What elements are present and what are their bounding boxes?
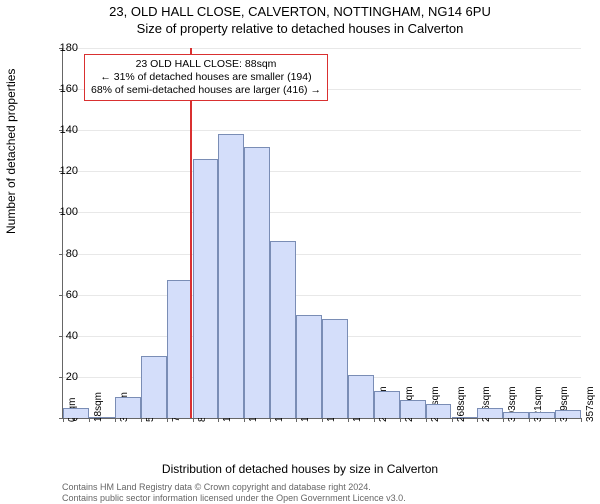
histogram-bar [244, 147, 270, 418]
xtick-mark [452, 418, 453, 422]
footer-attribution: Contains HM Land Registry data © Crown c… [62, 482, 406, 504]
xtick-mark [374, 418, 375, 422]
annot-line: 68% of semi-detached houses are larger (… [91, 84, 321, 97]
ytick-label: 80 [48, 248, 78, 260]
histogram-bar [400, 400, 426, 419]
xtick-mark [322, 418, 323, 422]
xtick-mark [89, 418, 90, 422]
histogram-bar [218, 134, 244, 418]
xtick-mark [218, 418, 219, 422]
xtick-mark [296, 418, 297, 422]
xtick-mark [167, 418, 168, 422]
histogram-bar [63, 408, 89, 418]
histogram-bar [167, 280, 193, 418]
histogram-bar [115, 397, 141, 418]
xtick-mark [555, 418, 556, 422]
annotation-box: 23 OLD HALL CLOSE: 88sqm← 31% of detache… [84, 54, 328, 101]
ytick-label: 20 [48, 371, 78, 383]
reference-line [190, 48, 192, 418]
histogram-bar [322, 319, 348, 418]
annot-line: ← 31% of detached houses are smaller (19… [91, 71, 321, 84]
histogram-bar [529, 412, 555, 418]
footer-line-2: Contains public sector information licen… [62, 493, 406, 504]
gridline [63, 130, 581, 131]
ytick-label: 160 [48, 83, 78, 95]
ytick-label: 100 [48, 206, 78, 218]
gridline [63, 212, 581, 213]
ytick-label: 140 [48, 124, 78, 136]
x-axis-label: Distribution of detached houses by size … [0, 462, 600, 476]
histogram-bar [477, 408, 503, 418]
title-main: 23, OLD HALL CLOSE, CALVERTON, NOTTINGHA… [0, 4, 600, 19]
ytick-label: 60 [48, 289, 78, 301]
histogram-bar [348, 375, 374, 418]
xtick-mark [115, 418, 116, 422]
gridline [63, 254, 581, 255]
ytick-label: 120 [48, 165, 78, 177]
histogram-bar [503, 412, 529, 418]
gridline [63, 295, 581, 296]
xtick-mark [244, 418, 245, 422]
histogram-bar [141, 356, 167, 418]
title-sub: Size of property relative to detached ho… [0, 21, 600, 36]
annot-line: 23 OLD HALL CLOSE: 88sqm [91, 58, 321, 71]
histogram-bar [89, 417, 115, 418]
xtick-label: 357sqm [585, 386, 596, 422]
xtick-mark [141, 418, 142, 422]
xtick-mark [193, 418, 194, 422]
footer-line-1: Contains HM Land Registry data © Crown c… [62, 482, 406, 493]
xtick-mark [477, 418, 478, 422]
histogram-bar [426, 404, 452, 418]
histogram-bar [555, 410, 581, 418]
y-axis-label: Number of detached properties [4, 69, 18, 234]
xtick-mark [529, 418, 530, 422]
gridline [63, 48, 581, 49]
xtick-mark [270, 418, 271, 422]
ytick-label: 40 [48, 330, 78, 342]
xtick-mark [426, 418, 427, 422]
ytick-label: 180 [48, 42, 78, 54]
histogram-bar [193, 159, 219, 418]
histogram-bar [374, 391, 400, 418]
xtick-mark [581, 418, 582, 422]
gridline [63, 171, 581, 172]
histogram-bar [452, 417, 478, 418]
histogram-bar [296, 315, 322, 418]
xtick-mark [400, 418, 401, 422]
plot-area: 0sqm18sqm36sqm54sqm71sqm89sqm107sqm125sq… [62, 48, 581, 419]
xtick-mark [348, 418, 349, 422]
xtick-mark [503, 418, 504, 422]
histogram-bar [270, 241, 296, 418]
